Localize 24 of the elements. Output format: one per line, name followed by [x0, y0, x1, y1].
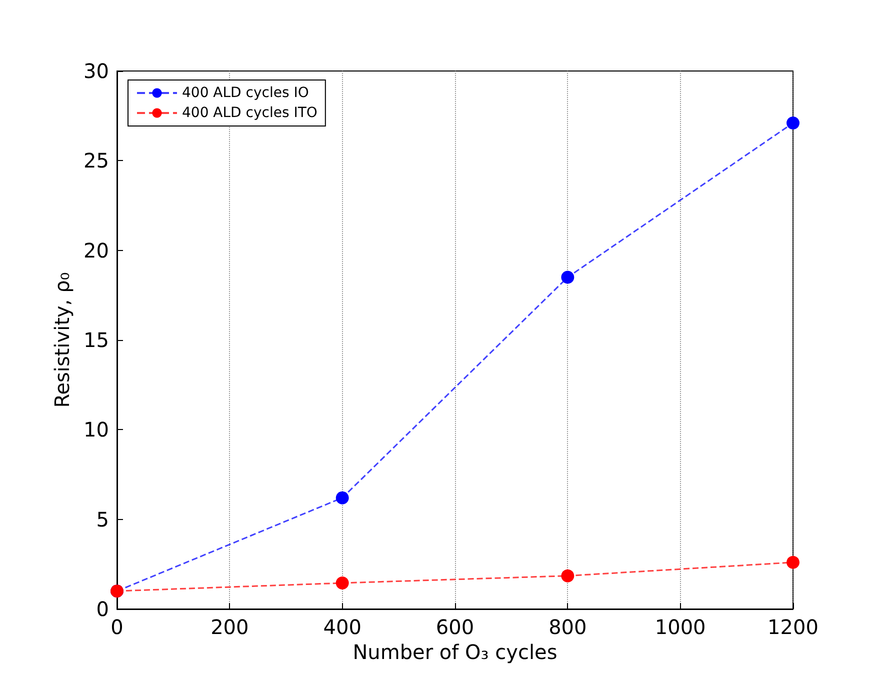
y-tick-label: 25 — [84, 148, 109, 173]
y-tick-label: 5 — [96, 507, 109, 532]
y-tick-label: 15 — [84, 328, 109, 352]
x-tick-label: 200 — [210, 615, 249, 639]
x-tick-label: 400 — [323, 615, 362, 639]
point — [786, 116, 800, 130]
point — [336, 576, 349, 590]
x-axis-title: Number of O₃ cycles — [352, 640, 558, 664]
point — [786, 556, 800, 569]
y-tick-label: 20 — [84, 238, 109, 262]
point — [336, 491, 349, 504]
y-tick-label: 10 — [84, 418, 109, 442]
legend-label: 400 ALD cycles IO — [182, 85, 309, 101]
y-tick-label: 0 — [96, 597, 109, 621]
y-tick-label: 30 — [84, 59, 109, 83]
y-axis-title: Resistivity, ρ₀ — [50, 272, 74, 408]
x-tick-label: 0 — [110, 615, 124, 639]
x-tick-label: 600 — [436, 615, 474, 639]
x-tick-label: 1000 — [654, 615, 706, 639]
x-tick-label: 800 — [548, 615, 587, 639]
point — [561, 270, 574, 284]
x-tick-label: 1200 — [768, 615, 818, 639]
point — [561, 569, 574, 582]
legend-label: 400 ALD cycles ITO — [182, 105, 318, 121]
